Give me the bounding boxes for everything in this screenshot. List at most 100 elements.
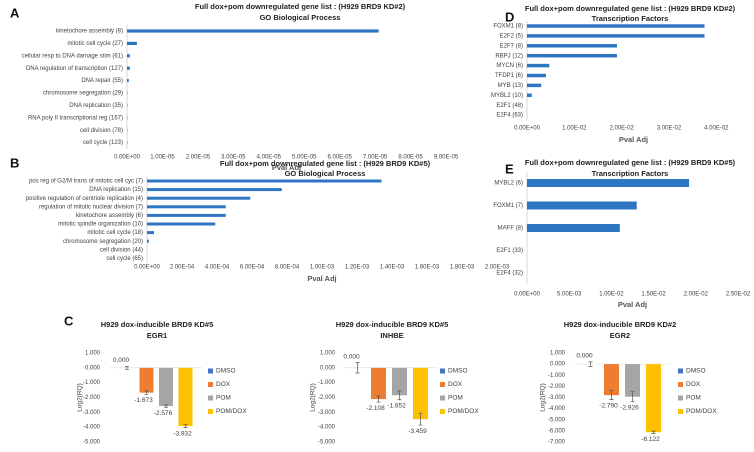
x-axis-label: Pval Adj <box>307 274 336 283</box>
value-label: 0.000 <box>113 357 130 364</box>
category-label: mitotic spindle organization (10) <box>58 222 143 228</box>
y-tick-label: -5.000 <box>83 440 101 446</box>
bar <box>147 222 216 226</box>
category-label: kinetochore assembly (6) <box>76 213 143 219</box>
legend-label: POM/DOX <box>686 408 717 415</box>
x-tick-label: 0.00E+00 <box>514 292 541 298</box>
y-tick-label: 0.000 <box>320 365 336 371</box>
value-label: -1.852 <box>387 402 406 409</box>
category-label: RNA poly II transcriptional reg (167) <box>28 115 123 121</box>
value-label: -1.673 <box>134 397 153 404</box>
error-bar <box>397 390 402 401</box>
legend-swatch <box>208 395 213 401</box>
bar <box>127 29 379 33</box>
x-tick-label: 9.00E-05 <box>434 155 459 161</box>
legend-label: DMSO <box>448 368 468 375</box>
category-label: MYCN (6) <box>496 63 523 69</box>
legend-swatch <box>440 382 445 387</box>
category-label: DNA repair (55) <box>81 78 123 84</box>
chart-title: H929 dox-inducible BRD9 KD#2 <box>564 320 677 329</box>
chart-subtitle: INHBE <box>380 331 403 340</box>
y-axis-label: Log2(RQ) <box>540 383 547 412</box>
category-label: MYBL2 (6) <box>494 181 523 187</box>
y-tick-label: -2.000 <box>318 395 336 401</box>
value-label: 0.000 <box>576 353 593 360</box>
category-label: cell division (44) <box>100 247 143 253</box>
x-tick-label: 4.00E-02 <box>704 126 729 132</box>
x-tick-label: 3.00E-05 <box>221 155 246 161</box>
category-label: E2F4 (32) <box>496 271 523 277</box>
legend-label: POM/DOX <box>448 408 479 415</box>
category-label: MYBL2 (10) <box>491 93 523 99</box>
chart-subtitle: Transcription Factors <box>592 14 669 23</box>
x-axis-label: Pval Adj <box>619 135 648 144</box>
error-bar <box>125 366 129 370</box>
y-tick-label: -1.000 <box>548 373 566 379</box>
x-tick-label: 4.00E-05 <box>257 155 282 161</box>
y-tick-label: 0.000 <box>550 362 566 368</box>
category-label: mitotic cell cycle (27) <box>67 41 123 47</box>
y-tick-label: -2.000 <box>83 395 101 401</box>
x-tick-label: 4.00E-04 <box>205 265 230 271</box>
bar <box>527 93 532 98</box>
category-label: E2F1 (33) <box>496 248 523 254</box>
legend-label: DOX <box>448 381 463 388</box>
legend-label: POM <box>686 395 701 402</box>
y-tick-label: -5.000 <box>318 440 336 446</box>
legend-label: POM/DOX <box>216 408 247 415</box>
error-bar <box>651 430 656 434</box>
category-label: DNA regulation of transcription (127) <box>26 66 123 72</box>
category-label: chromosome segregation (20) <box>63 239 143 245</box>
legend-label: DMSO <box>686 368 706 375</box>
bar <box>646 364 661 433</box>
bar <box>392 367 407 396</box>
x-tick-label: 1.60E-03 <box>415 265 440 271</box>
value-label: -2.926 <box>620 404 639 411</box>
category-label: cellular resp to DNA damage stim (61) <box>22 53 123 59</box>
y-tick-label: 0.000 <box>85 365 101 371</box>
chart-subtitle: GO Biological Process <box>285 169 366 178</box>
value-label: -3.932 <box>173 430 192 437</box>
x-tick-label: 2.00E-03 <box>485 265 510 271</box>
x-tick-label: 0.00E+00 <box>514 126 541 132</box>
error-bar <box>418 412 423 426</box>
error-bar <box>164 404 168 408</box>
x-tick-label: 8.00E-05 <box>398 155 423 161</box>
chart-title: Full dox+pom downregulated gene list : (… <box>195 2 406 11</box>
x-tick-label: 3.00E-02 <box>657 126 682 132</box>
value-label: -3.459 <box>408 428 427 435</box>
value-label: -6.122 <box>641 436 660 443</box>
category-label: cell cycle (65) <box>106 256 143 262</box>
category-label: E2F4 (63) <box>496 113 523 119</box>
legend-swatch <box>678 395 683 401</box>
y-tick-label: -4.000 <box>318 425 336 431</box>
bar <box>527 53 617 58</box>
bar <box>413 367 428 420</box>
bar <box>527 44 617 48</box>
legend-swatch <box>678 409 683 414</box>
bar <box>371 367 386 400</box>
category-label: positive regulation of centriole replica… <box>26 196 143 202</box>
y-axis-label: Log2(RQ) <box>77 383 84 412</box>
x-tick-label: 1.00E-02 <box>562 126 587 132</box>
y-tick-label: -7.000 <box>548 440 566 446</box>
x-tick-label: 1.50E-02 <box>641 292 666 298</box>
legend-swatch <box>440 368 445 374</box>
x-axis-label: Pval Adj <box>272 163 301 172</box>
chart-subtitle: EGR1 <box>147 331 167 340</box>
y-tick-label: -6.000 <box>548 428 566 434</box>
bar <box>139 367 154 393</box>
bar <box>527 73 546 78</box>
legend-swatch <box>678 368 683 374</box>
y-tick-label: 1.000 <box>85 351 101 357</box>
bar <box>527 224 620 232</box>
bar <box>527 63 550 68</box>
bar <box>127 54 130 58</box>
y-tick-label: 1.000 <box>320 351 336 357</box>
x-tick-label: 7.00E-05 <box>363 155 388 161</box>
error-bar <box>588 361 593 367</box>
legend-label: DMSO <box>216 368 236 375</box>
legend-swatch <box>208 368 213 374</box>
y-tick-label: -2.000 <box>548 384 566 390</box>
value-label: -2.108 <box>366 405 385 412</box>
